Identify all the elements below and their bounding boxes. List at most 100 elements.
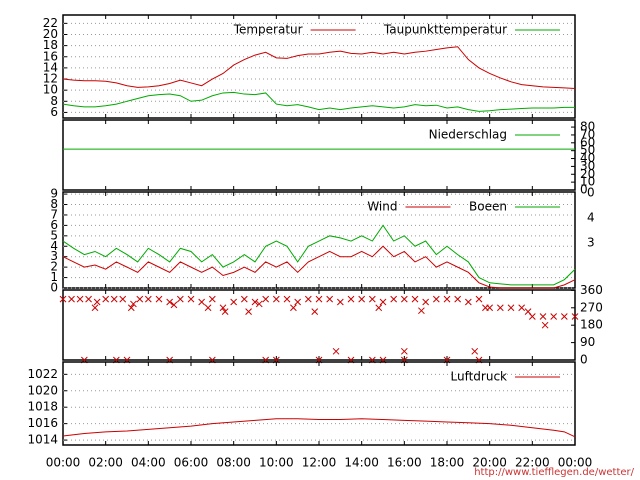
series-line (62, 91, 575, 112)
point (166, 298, 174, 306)
x-tick-label: 10:00 (259, 456, 294, 470)
y-tick-label: 2 (50, 260, 58, 274)
point (496, 304, 504, 312)
point (76, 295, 84, 303)
x-tick-label: 22:00 (515, 456, 550, 470)
legend-label: Niederschlag (429, 128, 507, 142)
y-tick-label: 10 (580, 175, 595, 189)
point (155, 295, 163, 303)
point (375, 304, 383, 312)
point (539, 313, 547, 320)
y-tick-label: 1 (50, 270, 58, 284)
point (283, 295, 291, 303)
point (475, 295, 483, 303)
point (127, 304, 135, 312)
point (85, 295, 92, 303)
legend-label: Taupunkttemperatur (383, 23, 507, 37)
point (560, 313, 568, 320)
point (230, 298, 238, 306)
y-tick-label: 30 (580, 159, 595, 173)
point (294, 298, 302, 306)
x-tick-label: 08:00 (216, 456, 251, 470)
point (443, 295, 451, 303)
point (422, 298, 430, 306)
y-tick-label: 90 (580, 335, 595, 349)
point (221, 308, 229, 316)
y-tick-label: 0 (580, 353, 588, 367)
point (411, 295, 419, 303)
y-tick-label: 7 (50, 207, 58, 221)
point (432, 295, 440, 303)
point (326, 295, 334, 303)
y-tick-label: 1022 (27, 367, 58, 381)
x-tick-label: 06:00 (174, 456, 209, 470)
point (208, 295, 216, 303)
y-tick-label: 9 (50, 187, 58, 201)
point (245, 308, 252, 316)
x-tick-label: 04:00 (131, 456, 166, 470)
y-tick-label: 18 (43, 38, 58, 52)
series-line (62, 245, 576, 289)
point (311, 308, 319, 316)
point (332, 347, 340, 355)
point (219, 304, 227, 312)
y-tick-label: 6 (50, 218, 58, 232)
y-tick-label: 0 (580, 183, 588, 197)
point (59, 295, 67, 303)
y-tick-label: 10 (43, 83, 58, 97)
footer-link: http://www.tiefflegen.de/wetter/ (474, 467, 634, 478)
point (336, 298, 344, 306)
x-tick-label: 02:00 (88, 456, 123, 470)
point (524, 308, 532, 316)
y-tick-label: 1016 (27, 416, 58, 430)
point (130, 300, 137, 308)
point (93, 298, 101, 306)
point (251, 298, 259, 306)
y-tick-label: 50 (580, 143, 595, 157)
y-tick-label: 80 (580, 120, 595, 134)
x-tick-label: 12:00 (302, 456, 337, 470)
point (482, 304, 489, 312)
series-line (62, 224, 576, 286)
point (518, 304, 526, 312)
series-line (62, 418, 576, 438)
point (400, 295, 408, 303)
legend-label: Luftdruck (450, 370, 507, 384)
point (170, 301, 178, 309)
y-tick-label: 60 (580, 135, 595, 149)
right-label: 3 (587, 236, 595, 250)
point (176, 295, 184, 303)
point (290, 304, 297, 312)
point (358, 295, 366, 303)
point (571, 313, 579, 320)
point (304, 295, 312, 303)
point (390, 295, 398, 303)
point (347, 295, 355, 303)
y-tick-label: 5 (50, 228, 58, 242)
legend-label: Wind (367, 200, 397, 214)
point (119, 295, 127, 303)
point (368, 295, 376, 303)
point (507, 304, 515, 312)
point (198, 298, 206, 306)
point (262, 295, 270, 303)
x-tick-label: 14:00 (344, 456, 379, 470)
point (110, 295, 118, 303)
point (418, 307, 425, 315)
point (136, 295, 144, 303)
point (464, 298, 472, 306)
point (144, 295, 152, 303)
point (255, 300, 263, 308)
x-tick-label: 16:00 (387, 456, 422, 470)
y-tick-label: 8 (50, 94, 58, 108)
y-tick-label: 4 (50, 239, 58, 253)
point (272, 295, 280, 303)
y-tick-label: 16 (43, 49, 58, 63)
point (315, 295, 323, 303)
y-tick-label: 3 (50, 249, 58, 263)
y-tick-label: 70 (580, 127, 595, 141)
y-tick-label: 1014 (27, 433, 58, 447)
x-tick-label: 00:00 (558, 456, 593, 470)
point (204, 304, 212, 312)
